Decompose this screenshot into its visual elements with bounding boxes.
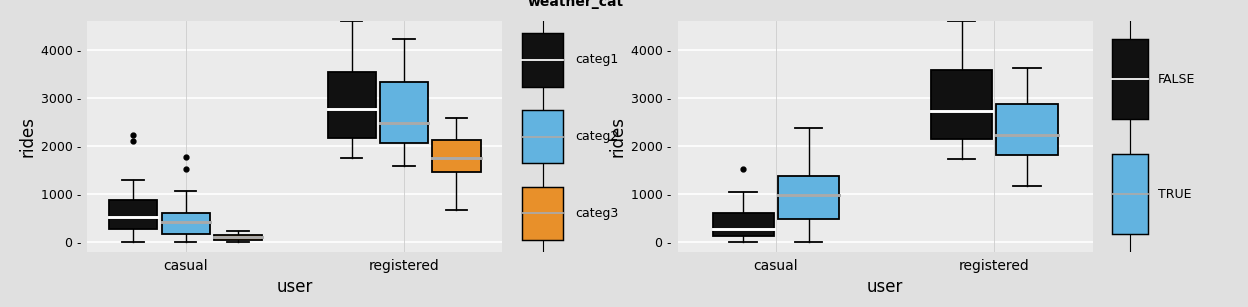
Y-axis label: rides: rides [609, 116, 626, 157]
FancyBboxPatch shape [1112, 39, 1148, 119]
FancyBboxPatch shape [931, 70, 992, 138]
FancyBboxPatch shape [433, 140, 480, 172]
X-axis label: user: user [277, 278, 313, 296]
FancyBboxPatch shape [110, 200, 157, 229]
X-axis label: user: user [867, 278, 904, 296]
Text: FALSE: FALSE [1158, 72, 1196, 86]
FancyBboxPatch shape [713, 213, 774, 236]
FancyBboxPatch shape [522, 186, 563, 240]
FancyBboxPatch shape [1112, 154, 1148, 235]
FancyBboxPatch shape [381, 82, 428, 143]
FancyBboxPatch shape [522, 110, 563, 163]
FancyBboxPatch shape [522, 33, 563, 87]
Text: weather_cat: weather_cat [528, 0, 624, 9]
FancyBboxPatch shape [328, 72, 376, 138]
FancyBboxPatch shape [215, 235, 262, 240]
FancyBboxPatch shape [996, 104, 1057, 155]
FancyBboxPatch shape [162, 213, 210, 234]
FancyBboxPatch shape [778, 176, 839, 219]
Text: categ3: categ3 [575, 207, 619, 220]
Text: categ2: categ2 [575, 130, 619, 143]
Text: TRUE: TRUE [1158, 188, 1192, 201]
Text: categ1: categ1 [575, 53, 619, 66]
Y-axis label: rides: rides [19, 116, 36, 157]
